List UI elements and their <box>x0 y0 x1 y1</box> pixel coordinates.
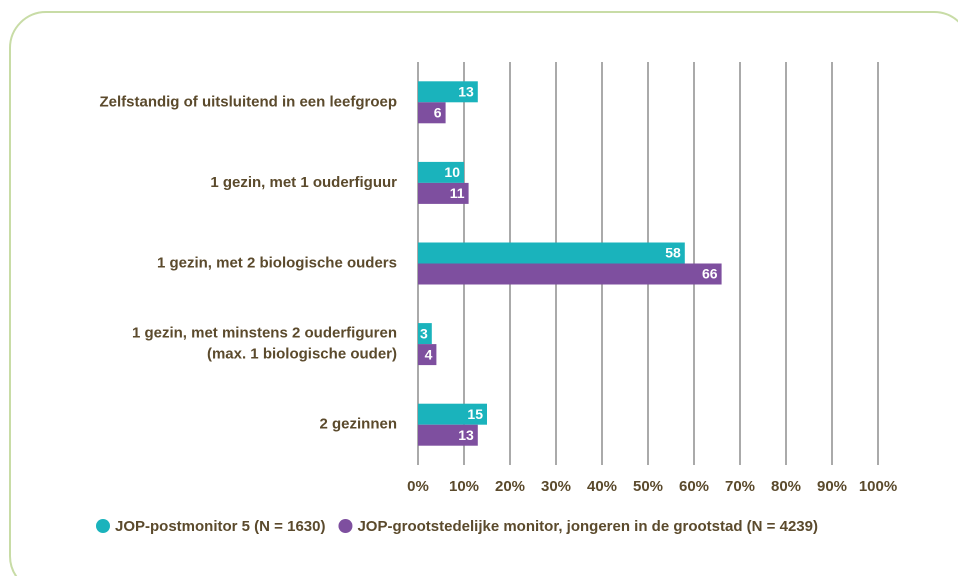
bar <box>418 161 464 183</box>
category-label: Zelfstandig of uitsluitend in een leefgr… <box>99 93 397 110</box>
x-tick-label: 90% <box>817 478 847 495</box>
bar <box>418 424 478 446</box>
bar <box>418 403 487 425</box>
value-label: 3 <box>420 325 428 341</box>
category-label: 1 gezin, met minstens 2 ouderfiguren (max… <box>132 325 397 363</box>
value-label: 6 <box>434 105 442 121</box>
category-label: 1 gezin, met 1 ouderfiguur <box>210 174 397 191</box>
x-tick-label: 100% <box>859 478 897 495</box>
bar <box>418 344 437 366</box>
bar <box>418 102 446 124</box>
x-tick-label: 0% <box>407 478 429 495</box>
bar <box>418 323 432 345</box>
frame <box>9 11 958 581</box>
x-tick-label: 70% <box>725 478 755 495</box>
x-tick-label: 60% <box>679 478 709 495</box>
legend-swatch <box>338 519 353 533</box>
category-label: 1 gezin, met 2 biologische ouders <box>157 254 397 271</box>
x-tick-label: 20% <box>495 478 525 495</box>
value-label: 11 <box>450 185 465 201</box>
bar <box>418 182 469 204</box>
value-label: 58 <box>665 245 681 261</box>
value-label: 10 <box>444 164 460 180</box>
value-label: 13 <box>458 427 474 443</box>
legend-label: JOP-grootstedelijke monitor, jongeren in… <box>357 518 818 535</box>
x-tick-label: 50% <box>633 478 663 495</box>
x-tick-label: 40% <box>587 478 617 495</box>
bar <box>418 81 478 103</box>
x-tick-label: 80% <box>771 478 801 495</box>
bar <box>418 263 722 285</box>
value-label: 66 <box>702 266 718 282</box>
value-label: 15 <box>467 406 483 422</box>
value-label: 4 <box>425 346 433 362</box>
category-label: 2 gezinnen <box>319 416 397 433</box>
legend-swatch <box>96 519 110 533</box>
bar <box>418 242 685 264</box>
value-label: 13 <box>458 84 474 100</box>
x-tick-label: 30% <box>541 478 571 495</box>
legend-label: JOP-postmonitor 5 (N = 1630) <box>115 518 325 535</box>
x-tick-label: 10% <box>449 478 479 495</box>
